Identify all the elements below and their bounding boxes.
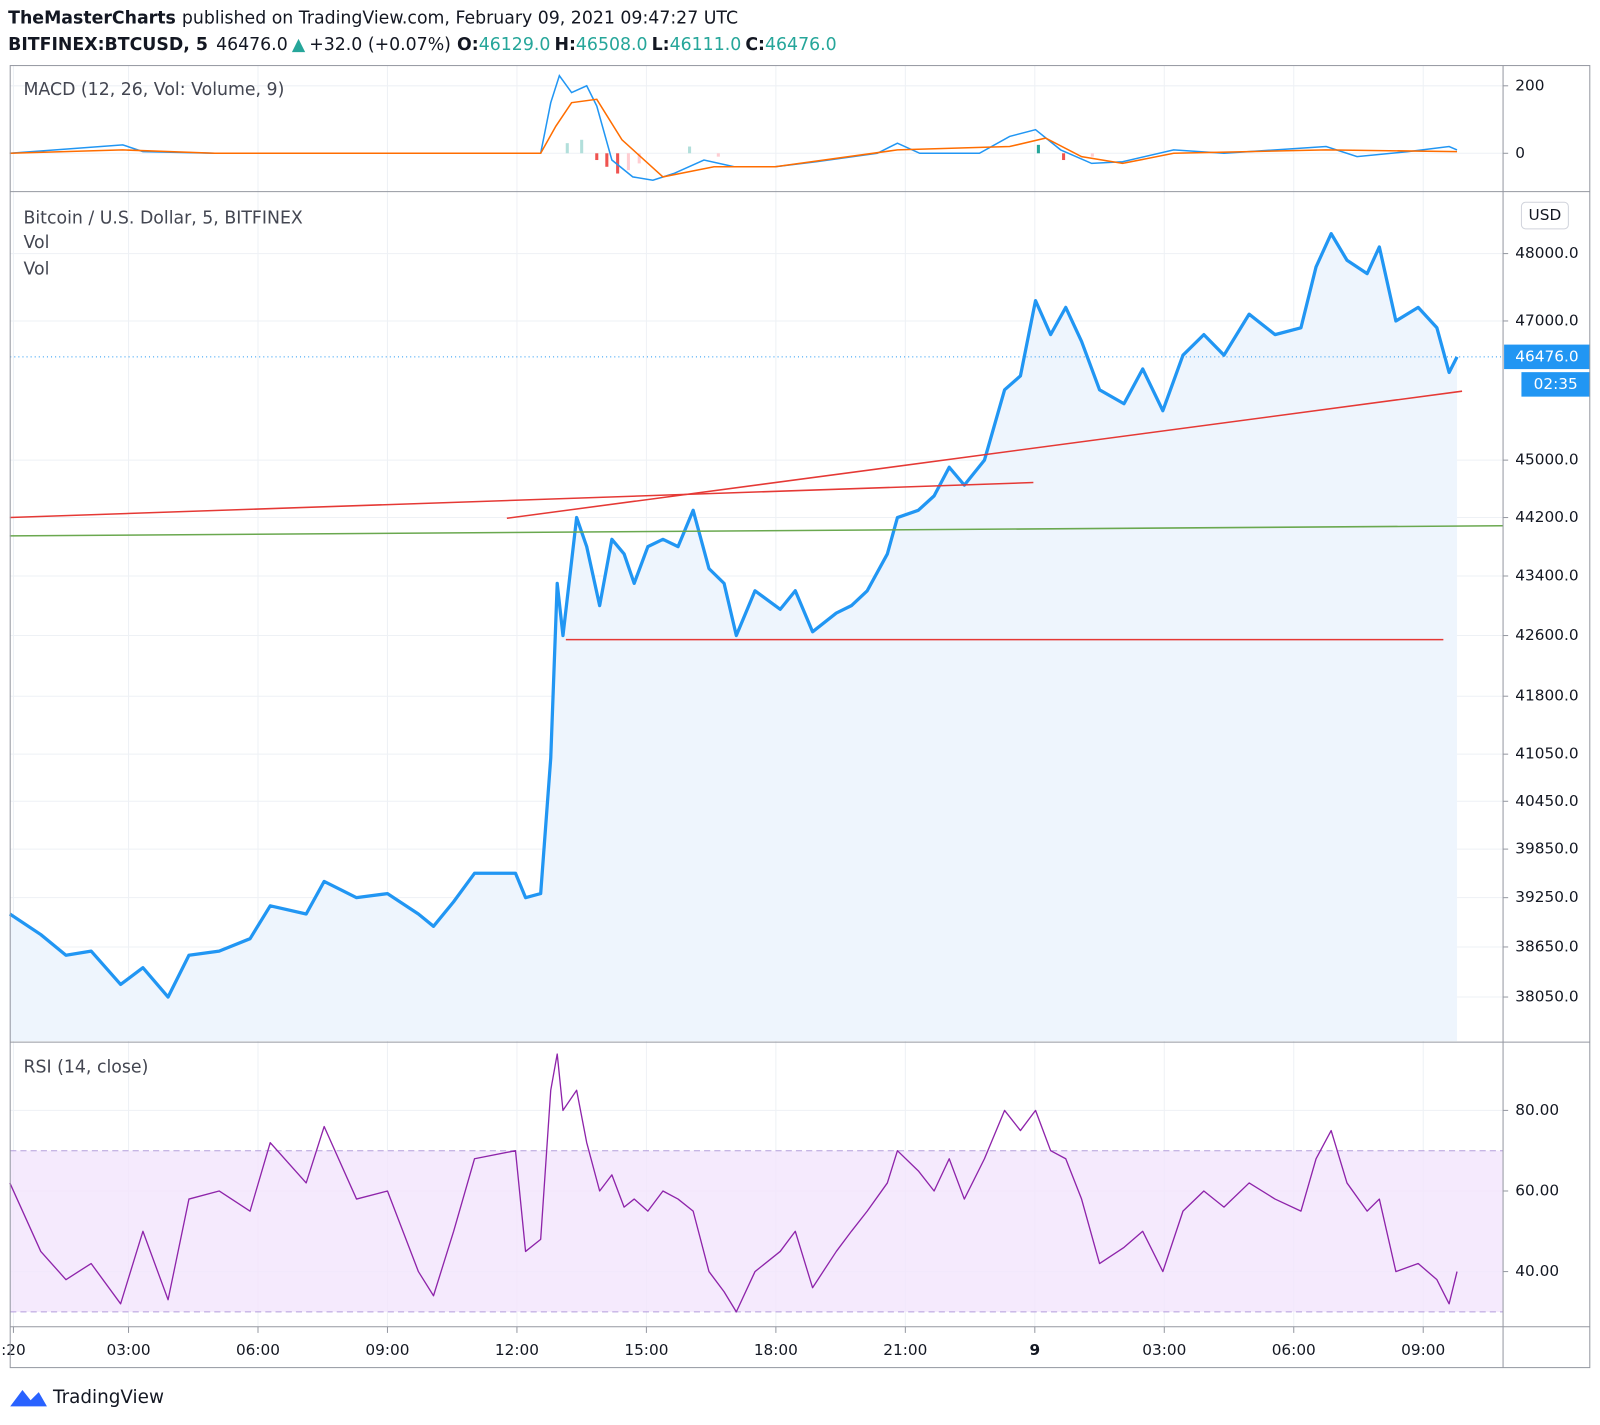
y-tick-label: 43400.0 [1515, 566, 1578, 584]
x-tick-label: 06:00 [1272, 1341, 1316, 1359]
y-tick-label: 39850.0 [1515, 840, 1578, 858]
y-tick-label: 42600.0 [1515, 626, 1578, 644]
o-value: 46129.0 [479, 35, 551, 55]
last: 46476.0 [216, 35, 288, 55]
x-tick-label: 18:00 [754, 1341, 798, 1359]
publisher: TheMasterCharts [8, 9, 176, 29]
histogram-bar [1090, 153, 1094, 157]
y-tick-label: 47000.0 [1515, 311, 1578, 329]
l-label: L: [652, 35, 670, 55]
y-tick-label: 41050.0 [1515, 745, 1578, 763]
header-line-2: BITFINEX:BTCUSD, 5 46476.0 ▲ +32.0 (+0.07%)… [8, 35, 837, 55]
indicator-label: Vol [23, 233, 49, 253]
histogram-bar [580, 139, 584, 154]
currency-button [1520, 201, 1569, 230]
x-tick-label: 09:00 [365, 1341, 409, 1359]
trendline [506, 390, 1463, 520]
x-tick-label: 09:00 [1401, 1341, 1445, 1359]
c-label: C: [745, 35, 765, 55]
countdown-label: 02:35 [1534, 375, 1578, 393]
x-tick-label: 15:00 [624, 1341, 668, 1359]
y-tick-label: 38050.0 [1515, 988, 1578, 1006]
arrow: ▲ [292, 35, 306, 55]
histogram-bar [616, 153, 620, 174]
x-tick-label: 06:00 [236, 1341, 280, 1359]
trendline [9, 524, 1504, 537]
price-area [9, 233, 1458, 1042]
countdown-badge [1521, 372, 1590, 397]
x-tick-label: 9 [1029, 1341, 1040, 1359]
x-tick-label: 03:00 [106, 1341, 150, 1359]
rsi-band [10, 1150, 1504, 1312]
h-value: 46508.0 [576, 35, 648, 55]
x-tick-label: :20 [1, 1341, 26, 1359]
x-tick-label: 21:00 [883, 1341, 927, 1359]
y-tick-label: 39250.0 [1515, 888, 1578, 906]
x-tick-label: 12:00 [495, 1341, 539, 1359]
y-tick-label: 38650.0 [1515, 937, 1578, 955]
change: +32.0 (+0.07%) [309, 35, 451, 55]
histogram-bar [605, 153, 609, 167]
header-line-1: TheMasterCharts published on TradingView.… [8, 9, 738, 29]
histogram-bar [595, 153, 599, 161]
y-tick-label: 48000.0 [1515, 244, 1578, 262]
histogram-bar [1062, 153, 1066, 161]
plot-layer: :20 03:00 06:00 09:00 12:00 15:00 18:00 21:00 9 0… [1, 65, 1590, 1359]
pane-title: RSI (14, close) [23, 1058, 148, 1078]
last-price-label: 46476.0 [1515, 347, 1578, 365]
macd-line [9, 98, 1458, 178]
last-price-badge [1504, 344, 1590, 370]
trendline [9, 481, 1034, 519]
logo-shape [10, 1390, 47, 1407]
histogram-bar [1036, 144, 1040, 154]
x-tick-label: 03:00 [1142, 1341, 1186, 1359]
price-line [8, 232, 1459, 999]
histogram-bar [626, 153, 630, 171]
histogram-bar [688, 146, 692, 154]
c-value: 46476.0 [765, 35, 837, 55]
y-tick-label: 200 [1515, 76, 1544, 94]
rsi-line [9, 1053, 1458, 1313]
y-tick-label: 60.00 [1515, 1181, 1559, 1199]
footer-brand: TradingView [52, 1387, 164, 1408]
l-value: 46111.0 [670, 35, 742, 55]
published: published on TradingView.com, February 0… [182, 9, 738, 29]
symbol: BITFINEX:BTCUSD, 5 [8, 35, 208, 55]
histogram-bar [565, 143, 569, 154]
currency-label: USD [1529, 206, 1562, 224]
pane-title: Bitcoin / U.S. Dollar, 5, BITFINEX [23, 209, 302, 229]
pane-title: MACD (12, 26, Vol: Volume, 9) [23, 80, 284, 100]
o-label: O: [457, 35, 479, 55]
tradingview-logo [10, 1390, 47, 1407]
y-tick-label: 80.00 [1515, 1101, 1559, 1119]
h-label: H: [554, 35, 575, 55]
y-tick-label: 45000.0 [1515, 451, 1578, 469]
histogram-bar [716, 153, 720, 157]
histogram-bar [637, 153, 641, 164]
y-tick-label: 40450.0 [1515, 792, 1578, 810]
y-tick-label: 0 [1515, 144, 1525, 162]
y-tick-label: 41800.0 [1515, 687, 1578, 705]
y-tick-label: 44200.0 [1515, 508, 1578, 526]
y-tick-label: 40.00 [1515, 1262, 1559, 1280]
frame [9, 65, 1591, 1369]
indicator-label: Vol [23, 260, 49, 280]
